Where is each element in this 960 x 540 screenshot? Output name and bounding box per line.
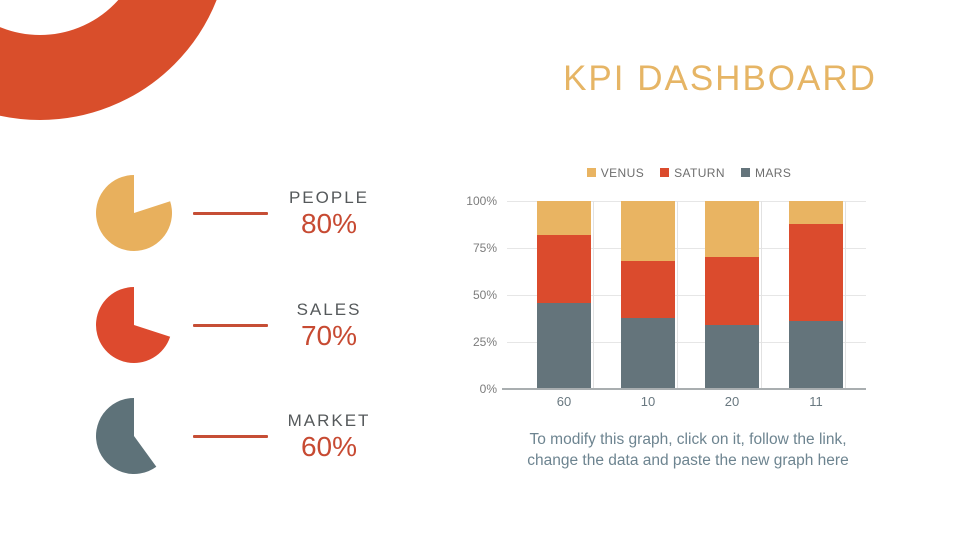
kpi-pie-chart xyxy=(95,175,172,251)
bar-column xyxy=(678,201,762,389)
kpi-row-sales: SALES 70% xyxy=(95,286,390,364)
x-axis-label: 60 xyxy=(556,394,572,409)
stacked-bar xyxy=(705,201,759,389)
kpi-text-block: PEOPLE 80% xyxy=(268,187,390,239)
bar-column xyxy=(510,201,594,389)
bar-columns xyxy=(510,201,846,389)
bar-segment-mars xyxy=(705,325,759,389)
kpi-chart-card: VENUS SATURN MARS 100% 75% 50% 25% 0% 60 10 20 11… xyxy=(466,160,868,471)
bar-segment-venus xyxy=(537,201,591,235)
chart-helper-line2: change the data and paste the new graph … xyxy=(527,452,849,469)
x-axis-label: 10 xyxy=(640,394,656,409)
legend-swatch xyxy=(740,168,750,177)
y-tick-label: 100% xyxy=(466,194,497,208)
y-axis: 100% 75% 50% 25% 0% xyxy=(466,194,510,396)
bar-column xyxy=(762,201,846,389)
kpi-connector-line xyxy=(193,434,268,438)
kpi-text-block: SALES 70% xyxy=(268,299,390,351)
legend-swatch xyxy=(586,168,596,177)
x-axis-column: 10 xyxy=(594,389,678,413)
kpi-connector-line xyxy=(193,211,268,215)
bar-segment-saturn xyxy=(537,234,591,303)
kpi-row-people: PEOPLE 80% xyxy=(95,174,390,252)
stacked-bar xyxy=(789,201,843,389)
x-axis: 60 10 20 11 xyxy=(510,389,868,413)
y-tick-label: 25% xyxy=(472,335,497,349)
kpi-row-market: MARKET 60% xyxy=(95,397,390,475)
legend-label: SATURN xyxy=(674,165,725,180)
y-tick-label: 50% xyxy=(472,288,497,302)
bar-segment-saturn xyxy=(789,223,843,322)
kpi-value: 70% xyxy=(300,320,358,351)
bar-segment-saturn xyxy=(621,261,675,318)
bar-segment-venus xyxy=(789,201,843,224)
legend-swatch xyxy=(660,168,670,177)
legend-item-venus: VENUS xyxy=(586,165,645,180)
gridline xyxy=(507,248,866,249)
bar-segment-saturn xyxy=(705,257,759,326)
chart-helper-text: To modify this graph, click on it, follo… xyxy=(510,429,866,471)
legend-item-saturn: SATURN xyxy=(660,166,725,180)
x-axis-column: 60 xyxy=(510,389,594,413)
bar-segment-venus xyxy=(705,201,759,258)
bar-segment-mars xyxy=(621,317,675,389)
y-tick-label: 0% xyxy=(479,382,497,396)
x-axis-column: 11 xyxy=(762,389,846,413)
kpi-connector-line xyxy=(193,323,268,327)
legend-label: MARS xyxy=(754,165,792,180)
plot-area[interactable] xyxy=(502,201,866,390)
chart-body: 100% 75% 50% 25% 0% xyxy=(466,194,868,396)
stacked-bar xyxy=(621,201,675,389)
chart-legend: VENUS SATURN MARS xyxy=(510,165,868,180)
legend-label: VENUS xyxy=(600,165,645,180)
gridline xyxy=(507,201,866,202)
gridline xyxy=(507,342,866,343)
x-axis-baseline xyxy=(502,388,866,390)
gridline xyxy=(507,295,866,296)
legend-item-mars: MARS xyxy=(740,165,792,180)
chart-helper-line1: To modify this graph, click on it, follo… xyxy=(529,431,847,448)
kpi-value: 60% xyxy=(300,431,358,462)
kpi-value: 80% xyxy=(300,208,358,239)
bar-column xyxy=(594,201,678,389)
x-axis-label: 20 xyxy=(724,394,740,409)
page-title: KPI DASHBOARD xyxy=(563,59,877,98)
kpi-pie-chart xyxy=(95,287,171,363)
kpi-label: MARKET xyxy=(287,411,371,430)
stacked-bar xyxy=(537,201,591,389)
kpi-label: SALES xyxy=(296,300,362,319)
kpi-text-block: MARKET 60% xyxy=(268,410,390,462)
bar-segment-venus xyxy=(621,201,675,262)
bar-segment-mars xyxy=(789,321,843,389)
corner-arc-decoration xyxy=(0,0,230,120)
kpi-pie-chart xyxy=(96,398,157,474)
bar-segment-mars xyxy=(537,302,591,389)
x-axis-column: 20 xyxy=(678,389,762,413)
y-tick-label: 75% xyxy=(472,241,497,255)
x-axis-label: 11 xyxy=(809,394,823,409)
kpi-label: PEOPLE xyxy=(288,188,370,207)
